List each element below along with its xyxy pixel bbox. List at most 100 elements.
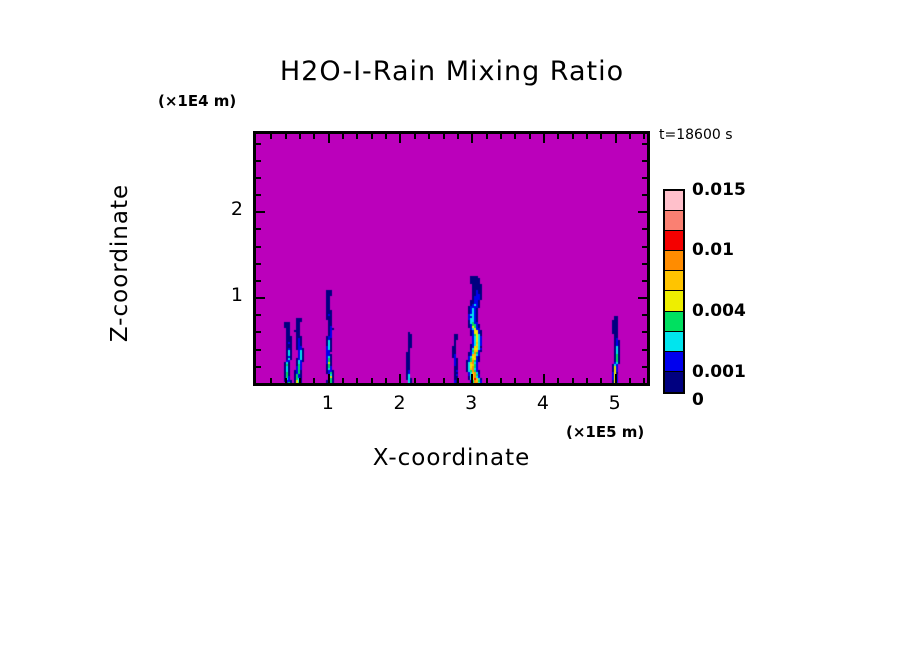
page-title: H2O-I-Rain Mixing Ratio [279, 56, 625, 87]
x-tick-minor [284, 134, 287, 139]
x-tick-major [471, 134, 474, 143]
x-tick-minor [528, 378, 531, 383]
y-tick-minor [256, 194, 261, 197]
y-tick-minor [642, 365, 647, 368]
x-tick-major [399, 374, 402, 383]
x-tick-minor [586, 378, 589, 383]
x-axis-label: X-coordinate [372, 445, 531, 471]
x-tick-minor [385, 378, 388, 383]
x-tick-major [542, 374, 545, 383]
colorbar-band [665, 351, 683, 372]
colorbar-band [665, 371, 683, 392]
x-tick-major [327, 134, 330, 143]
x-tick-minor [629, 378, 632, 383]
x-tick-minor [284, 378, 287, 383]
x-tick-minor [313, 134, 316, 139]
x-tick-label: 4 [536, 392, 550, 414]
y-tick-minor [256, 365, 261, 368]
x-tick-minor [571, 378, 574, 383]
y-tick-major [256, 297, 265, 300]
x-tick-minor [313, 378, 316, 383]
colorbar-band [665, 271, 683, 292]
y-tick-minor [642, 194, 647, 197]
x-tick-minor [528, 134, 531, 139]
x-tick-minor [370, 134, 373, 139]
x-tick-minor [571, 134, 574, 139]
y-tick-minor [642, 245, 647, 248]
y-axis-units-label: (×1E4 m) [158, 92, 237, 110]
colorbar-band [665, 331, 683, 352]
colorbar-band [665, 191, 683, 212]
colorbar-tick-label: 0 [692, 390, 704, 410]
y-tick-major [638, 297, 647, 300]
colorbar [663, 189, 685, 394]
y-tick-minor [256, 331, 261, 334]
x-tick-major [542, 134, 545, 143]
y-tick-minor [642, 348, 647, 351]
x-tick-minor [442, 134, 445, 139]
y-tick-minor [642, 331, 647, 334]
y-tick-minor [256, 245, 261, 248]
x-tick-minor [342, 378, 345, 383]
x-tick-minor [485, 378, 488, 383]
x-tick-label: 1 [321, 392, 334, 414]
x-tick-minor [413, 378, 416, 383]
x-tick-minor [514, 134, 517, 139]
x-tick-major [614, 374, 617, 383]
x-tick-minor [299, 134, 302, 139]
x-tick-minor [356, 134, 359, 139]
y-tick-minor [256, 314, 261, 317]
y-tick-minor [256, 176, 261, 179]
y-tick-minor [642, 314, 647, 317]
x-tick-minor [385, 134, 388, 139]
x-tick-label: 2 [393, 392, 406, 414]
x-tick-major [614, 134, 617, 143]
colorbar-tick-label: 0.004 [692, 300, 746, 321]
x-tick-minor [485, 134, 488, 139]
x-tick-label: 3 [465, 392, 478, 414]
x-tick-minor [442, 378, 445, 383]
y-axis-label: Z-coordinate [107, 183, 133, 343]
y-tick-minor [642, 176, 647, 179]
y-tick-major [638, 211, 647, 214]
x-tick-minor [428, 378, 431, 383]
x-tick-minor [456, 378, 459, 383]
y-tick-minor [256, 159, 261, 162]
y-tick-minor [256, 348, 261, 351]
y-tick-minor [642, 142, 647, 145]
colorbar-band [665, 311, 683, 332]
x-tick-minor [514, 378, 517, 383]
y-tick-minor [256, 262, 261, 265]
x-tick-major [399, 134, 402, 143]
y-tick-label: 1 [230, 284, 243, 307]
y-tick-minor [642, 262, 647, 265]
x-tick-major [327, 374, 330, 383]
colorbar-tick-label: 0.001 [692, 361, 746, 382]
x-tick-minor [428, 134, 431, 139]
x-tick-minor [499, 134, 502, 139]
x-tick-minor [600, 378, 603, 383]
x-tick-minor [370, 378, 373, 383]
plot-area [253, 131, 650, 386]
timestamp-annotation: t=18600 s [659, 127, 733, 143]
x-tick-minor [270, 378, 273, 383]
x-tick-minor [413, 134, 416, 139]
y-tick-minor [256, 279, 261, 282]
x-tick-minor [342, 134, 345, 139]
x-tick-major [471, 374, 474, 383]
y-tick-minor [642, 279, 647, 282]
x-tick-minor [456, 134, 459, 139]
x-tick-minor [586, 134, 589, 139]
heatmap-canvas [256, 134, 647, 383]
y-tick-label: 2 [230, 198, 243, 221]
y-tick-major [256, 211, 265, 214]
x-tick-minor [643, 378, 646, 383]
x-tick-label: 5 [608, 392, 621, 414]
x-tick-minor [629, 134, 632, 139]
y-tick-minor [256, 228, 261, 231]
x-tick-minor [600, 134, 603, 139]
y-tick-minor [642, 159, 647, 162]
x-tick-minor [270, 134, 273, 139]
x-tick-minor [356, 378, 359, 383]
